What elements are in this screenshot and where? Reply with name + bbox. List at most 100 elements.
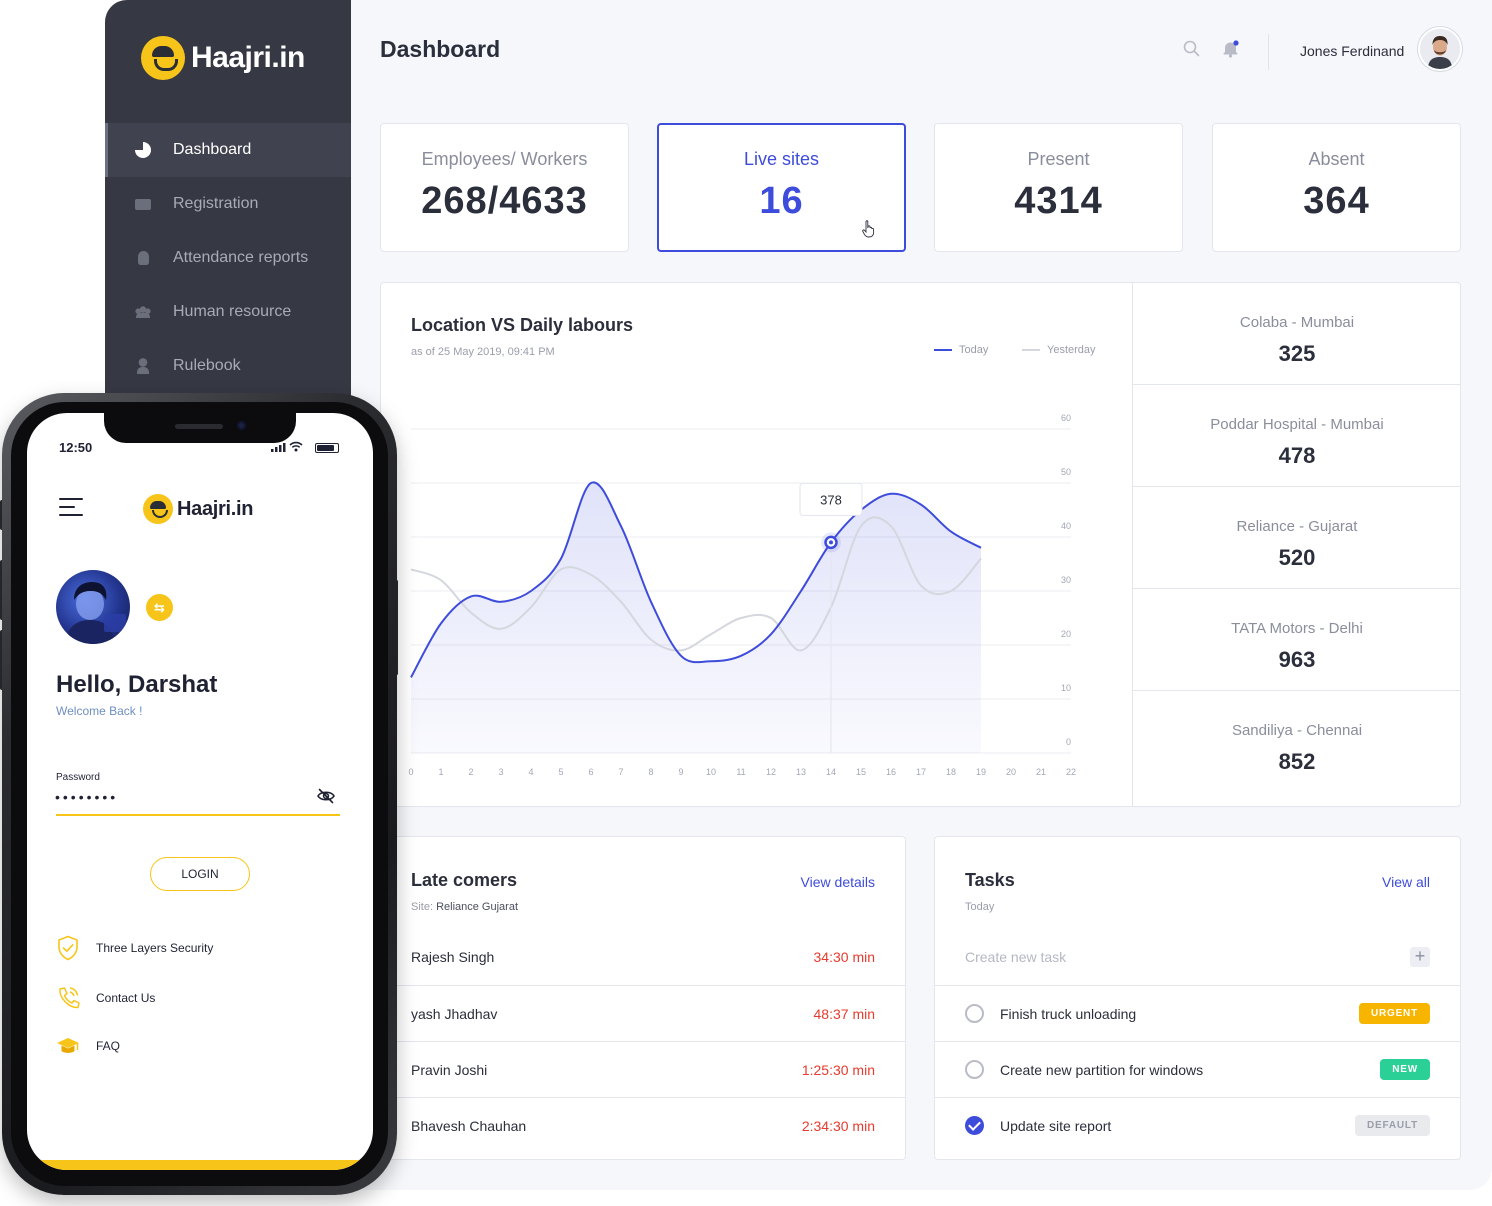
- header-divider: [1268, 34, 1269, 70]
- location-name: Sandiliya - Chennai: [1231, 722, 1363, 739]
- user-name[interactable]: Jones Ferdinand: [1300, 43, 1405, 59]
- location-item-colaba[interactable]: Colaba - Mumbai 325: [1133, 283, 1461, 385]
- brand-logo[interactable]: Haajri.in: [141, 36, 305, 80]
- user-avatar[interactable]: [1418, 27, 1462, 71]
- site-name: Reliance Gujarat: [436, 901, 519, 913]
- id-card-icon: [135, 198, 151, 210]
- view-details-link[interactable]: View details: [800, 874, 875, 890]
- y-tick-label: 50: [1061, 467, 1071, 477]
- phone-camera: [237, 421, 246, 430]
- sidebar-item-label: Registration: [173, 195, 259, 212]
- dashboard-app: Haajri.in Dashboard Registration Attenda…: [105, 0, 1492, 1190]
- tasks-card: Tasks View all Today Create new task + F…: [934, 836, 1461, 1160]
- task-badge-new: NEW: [1380, 1059, 1430, 1080]
- sidebar-item-label: Attendance reports: [173, 249, 309, 266]
- task-checkbox[interactable]: [965, 1060, 984, 1079]
- sidebar-item-rulebook[interactable]: Rulebook: [105, 339, 351, 393]
- greeting: Hello, Darshat: [56, 671, 218, 698]
- y-tick-label: 30: [1061, 575, 1071, 585]
- phone-icon: [59, 987, 80, 1009]
- location-item-tata[interactable]: TATA Motors - Delhi 963: [1133, 589, 1461, 691]
- stat-card-employees[interactable]: Employees/ Workers 268/4633: [380, 123, 629, 252]
- task-badge-urgent: URGENT: [1358, 1003, 1430, 1024]
- x-tick-label: 17: [916, 767, 926, 777]
- table-row[interactable]: Pravin Joshi 1:25:30 min: [381, 1041, 905, 1097]
- bell-icon[interactable]: [1222, 40, 1239, 58]
- sidebar-item-human-resource[interactable]: Human resource: [105, 285, 351, 339]
- stat-label: Absent: [1308, 149, 1365, 169]
- lightbulb-icon: [138, 251, 149, 265]
- stat-card-absent[interactable]: Absent 364: [1212, 123, 1461, 252]
- new-task-input[interactable]: Create new task: [965, 949, 1067, 965]
- chart-title: Location VS Daily labours: [411, 315, 634, 335]
- sidebar-item-dashboard[interactable]: Dashboard: [105, 123, 351, 177]
- signal-icon: [271, 443, 286, 452]
- search-icon[interactable]: [1183, 40, 1200, 57]
- late-comer-name: yash Jhadhav: [411, 1005, 498, 1022]
- location-value: 325: [1278, 341, 1316, 366]
- hamburger-menu-icon[interactable]: [59, 498, 83, 520]
- location-item-poddar[interactable]: Poddar Hospital - Mumbai 478: [1133, 385, 1461, 487]
- contact-us-link[interactable]: Contact Us: [56, 985, 155, 1011]
- task-checkbox-checked[interactable]: [965, 1116, 984, 1135]
- sidebar-item-registration[interactable]: Registration: [105, 177, 351, 231]
- legend-swatch-yesterday: [1022, 349, 1040, 351]
- x-tick-label: 0: [408, 767, 413, 777]
- password-field[interactable]: ••••••••: [55, 789, 119, 805]
- task-item[interactable]: Finish truck unloading URGENT: [935, 985, 1460, 1041]
- profile-avatar[interactable]: [56, 570, 130, 644]
- x-tick-label: 19: [976, 767, 986, 777]
- view-all-link[interactable]: View all: [1382, 874, 1430, 890]
- table-row[interactable]: Rajesh Singh 34:30 min: [381, 929, 905, 985]
- sidebar-item-attendance-reports[interactable]: Attendance reports: [105, 231, 351, 285]
- tooltip-box: [799, 482, 863, 516]
- location-item-reliance[interactable]: Reliance - Gujarat 520: [1133, 487, 1461, 589]
- location-name: Reliance - Gujarat: [1236, 518, 1358, 535]
- late-comer-time: 48:37 min: [813, 1005, 875, 1022]
- task-name: Create new partition for windows: [1000, 1061, 1204, 1078]
- hide-password-icon[interactable]: [317, 788, 335, 804]
- link-label: Three Layers Security: [96, 941, 214, 955]
- tooltip-value: 378: [820, 492, 842, 507]
- y-tick-label: 40: [1061, 521, 1071, 531]
- x-tick-label: 9: [678, 767, 683, 777]
- task-item[interactable]: Create new partition for windows NEW: [935, 1041, 1460, 1097]
- location-name: Poddar Hospital - Mumbai: [1210, 416, 1384, 433]
- legend-label: Today: [959, 344, 989, 356]
- task-item[interactable]: Update site report DEFAULT: [935, 1097, 1460, 1153]
- password-underline: [56, 814, 340, 816]
- tasks-subtitle: Today: [965, 901, 995, 913]
- task-checkbox[interactable]: [965, 1004, 984, 1023]
- x-tick-label: 20: [1006, 767, 1016, 777]
- brand-name: Haajri.in: [177, 497, 254, 520]
- table-row[interactable]: Bhavesh Chauhan 2:34:30 min: [381, 1097, 905, 1153]
- stat-card-live-sites[interactable]: Live sites 16: [657, 123, 906, 252]
- x-tick-label: 1: [438, 767, 443, 777]
- x-tick-label: 21: [1036, 767, 1046, 777]
- legend-yesterday[interactable]: Yesterday: [1022, 344, 1096, 356]
- sidebar-nav: Dashboard Registration Attendance report…: [105, 123, 351, 393]
- phone-speaker: [175, 424, 223, 429]
- stat-label: Employees/ Workers: [421, 149, 588, 169]
- stat-label: Live sites: [743, 149, 820, 169]
- add-task-button[interactable]: +: [1410, 947, 1430, 967]
- stat-card-present[interactable]: Present 4314: [934, 123, 1183, 252]
- legend-label: Yesterday: [1047, 344, 1096, 356]
- late-comers-title: Late comers: [411, 870, 518, 890]
- x-tick-label: 11: [736, 767, 745, 777]
- location-list: Colaba - Mumbai 325 Poddar Hospital - Mu…: [1132, 283, 1461, 806]
- login-button[interactable]: LOGIN: [150, 857, 250, 891]
- stat-value: 364: [1303, 180, 1370, 222]
- table-row[interactable]: yash Jhadhav 48:37 min: [381, 985, 905, 1041]
- x-tick-label: 5: [558, 767, 563, 777]
- legend-today[interactable]: Today: [934, 344, 988, 356]
- faq-link[interactable]: FAQ: [56, 1033, 120, 1059]
- switch-account-button[interactable]: ⇆: [146, 594, 173, 621]
- x-tick-label: 16: [886, 767, 896, 777]
- location-item-sandiliya[interactable]: Sandiliya - Chennai 852: [1133, 691, 1461, 793]
- y-tick-label: 10: [1061, 683, 1071, 693]
- page-title: Dashboard: [380, 36, 501, 62]
- status-time: 12:50: [59, 440, 93, 455]
- three-layers-security-link[interactable]: Three Layers Security: [56, 935, 213, 961]
